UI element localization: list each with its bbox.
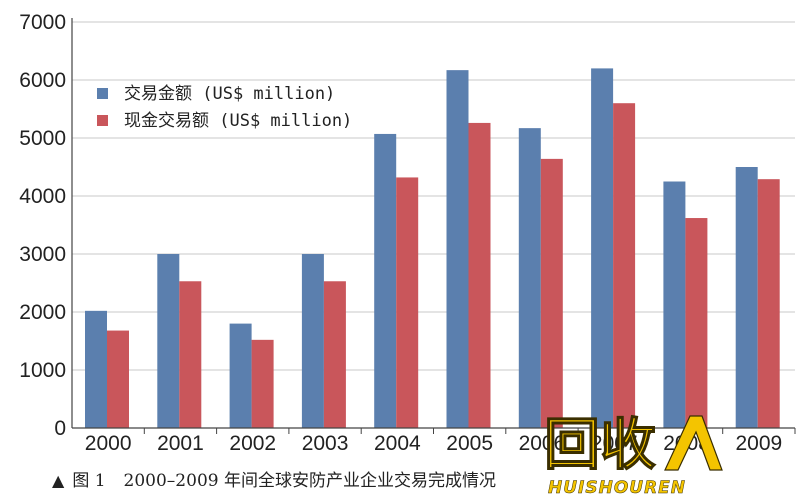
- x-tick-label: 2007: [591, 432, 638, 455]
- bar-cash-value-2002: [251, 339, 274, 428]
- bar-cash-value-2007: [613, 103, 636, 428]
- x-tick-label: 2009: [735, 432, 782, 455]
- bar-deal-value-2007: [591, 68, 614, 429]
- x-tick-label: 2006: [519, 432, 566, 455]
- watermark-text: HUISHOUREN: [548, 478, 687, 499]
- axes: [71, 18, 796, 434]
- x-tick-label: 2003: [302, 432, 349, 455]
- legend-label: 交易金额 (US$ million): [124, 84, 335, 104]
- bar-deal-value-2006: [518, 128, 541, 428]
- y-tick-label: 5000: [19, 127, 66, 150]
- legend: 交易金额 (US$ million) 现金交易额 (US$ million): [97, 84, 352, 131]
- bar-deal-value-2003: [301, 254, 324, 428]
- y-tick-label: 7000: [19, 11, 66, 34]
- caption-marker: ▲: [52, 471, 65, 490]
- bar-deal-value-2002: [229, 323, 252, 428]
- x-tick-label: 2000: [85, 432, 132, 455]
- bar-deal-value-2004: [374, 133, 397, 428]
- y-tick-label: 0: [54, 417, 66, 440]
- x-tick-label: 2005: [446, 432, 493, 455]
- bar-cash-value-2000: [107, 330, 129, 428]
- bar-cash-value-2004: [396, 177, 419, 428]
- caption-text: 2000–2009 年间全球安防产业企业交易完成情况: [123, 471, 496, 491]
- bar-deal-value-2000: [85, 310, 107, 428]
- x-tick-labels: 2000200120022003200420052006200720082009: [85, 432, 782, 455]
- x-tick-label: 2002: [229, 432, 276, 455]
- legend-swatch: [97, 88, 108, 99]
- watermark-logo: 回收: [543, 412, 723, 479]
- bar-chart: 0 1000 2000 3000 4000 5000 6000 7000 2000 2001 20…: [19, 11, 796, 455]
- bar-deal-value-2001: [157, 254, 180, 428]
- caption-label: 图 1: [72, 471, 106, 491]
- y-tick-label: 2000: [19, 301, 66, 324]
- y-tick-label: 6000: [19, 69, 66, 92]
- legend-label: 现金交易额 (US$ million): [124, 111, 352, 131]
- bar-cash-value-2008: [685, 218, 708, 428]
- x-tick-label: 2001: [157, 432, 204, 455]
- bar-deal-value-2008: [663, 181, 686, 428]
- bar-cash-value-2006: [540, 158, 563, 428]
- bars: [85, 68, 780, 429]
- y-tick-label: 1000: [19, 359, 66, 382]
- watermark-glyph: 回收: [544, 413, 656, 478]
- y-tick-label: 3000: [19, 243, 66, 266]
- bar-cash-value-2005: [468, 122, 491, 429]
- x-tick-label: 2004: [374, 432, 421, 455]
- y-tick-labels: 0 1000 2000 3000 4000 5000 6000 7000: [19, 11, 66, 440]
- bar-deal-value-2005: [446, 70, 469, 428]
- bar-cash-value-2003: [323, 281, 346, 428]
- bar-cash-value-2001: [179, 281, 202, 428]
- legend-swatch: [97, 115, 108, 126]
- watermark-person-icon: [664, 415, 723, 471]
- figure-caption: ▲ 图 1 2000–2009 年间全球安防产业企业交易完成情况: [52, 466, 496, 491]
- bar-cash-value-2009: [757, 179, 780, 428]
- bar-deal-value-2009: [735, 167, 758, 428]
- y-tick-label: 4000: [19, 185, 66, 208]
